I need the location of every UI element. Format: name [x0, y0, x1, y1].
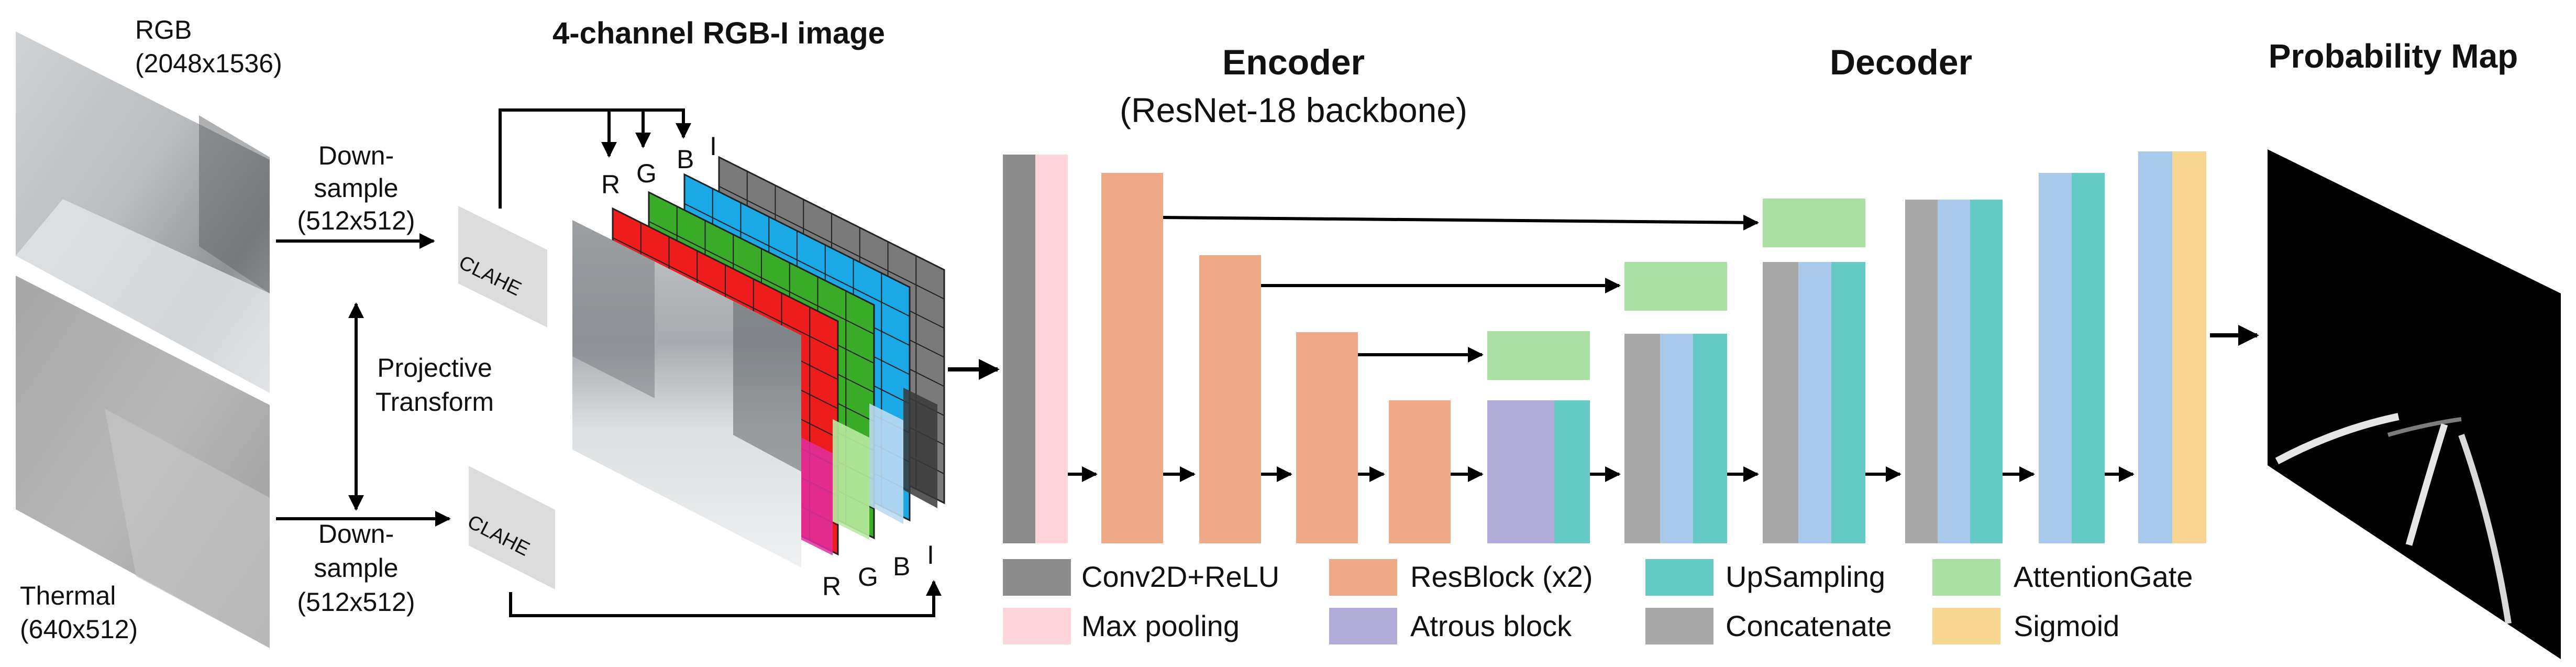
block-enc-res2: [1199, 255, 1261, 543]
encoder-title: Encoder: [1222, 42, 1365, 82]
block-dec4-blue: [2039, 173, 2072, 543]
legend-swatch-sigmoid: [1932, 608, 2000, 644]
block-enc-conv: [1003, 155, 1035, 543]
decoder-title: Decoder: [1829, 42, 1973, 82]
block-enc-res1: [1101, 173, 1163, 543]
block-attn-gate-1: [1487, 331, 1590, 380]
block-atrous: [1487, 400, 1554, 543]
channel-i-tint: [903, 388, 937, 508]
input-connectors: [276, 108, 942, 617]
legend-swatch-upsampling: [1645, 559, 1713, 596]
rgb-resolution: (2048x1536): [135, 49, 282, 78]
channel-top-r: R: [601, 170, 621, 199]
legend-label-sigmoid: Sigmoid: [2014, 609, 2120, 642]
block-attn-gate-2: [1624, 262, 1727, 311]
rgb-label: RGB: [135, 15, 192, 45]
channel-top-b: B: [677, 145, 694, 174]
downsample-top-line1: Down-: [318, 141, 394, 170]
block-enc-maxpool: [1035, 155, 1068, 543]
downsample-top-line2: sample: [314, 173, 399, 203]
legend-swatch-atrous: [1329, 608, 1397, 644]
legend-label-maxpool: Max pooling: [1081, 609, 1240, 642]
block-head-sigmoid: [2172, 151, 2206, 543]
legend-label-concat: Concatenate: [1726, 609, 1892, 642]
block-atrous-up: [1554, 400, 1590, 543]
output-title: Probability Map: [2268, 37, 2518, 75]
block-dec4-up: [2072, 173, 2105, 543]
projective-line1: Projective: [377, 353, 492, 382]
legend-swatch-conv: [1003, 559, 1071, 596]
network-blocks: [1003, 151, 2206, 543]
block-enc-res4: [1389, 400, 1451, 543]
block-dec1-blue: [1660, 334, 1693, 543]
rgbi-title: 4-channel RGB-I image: [552, 16, 885, 50]
legend-label-resblock: ResBlock (x2): [1410, 560, 1593, 593]
legend-label-atrous: Atrous block: [1410, 609, 1572, 642]
legend-swatch-resblock: [1329, 559, 1397, 596]
clahe-box-top: [458, 206, 547, 327]
legend-label-attention: AttentionGate: [2014, 560, 2193, 593]
rgb-input-image: [16, 31, 270, 393]
channel-bottom-g: G: [858, 562, 878, 592]
legend-label-conv: Conv2D+ReLU: [1081, 560, 1280, 593]
channel-bottom-i: I: [927, 540, 934, 570]
legend-swatch-attention: [1932, 559, 2000, 596]
block-attn-gate-3: [1763, 199, 1865, 247]
downsample-bottom-line3: (512x512): [297, 587, 415, 617]
block-enc-res3: [1296, 332, 1358, 543]
thermal-resolution: (640x512): [20, 615, 138, 644]
encoder-subtitle: (ResNet-18 backbone): [1120, 91, 1467, 129]
legend-label-upsampling: UpSampling: [1726, 560, 1886, 593]
legend-swatch-maxpool: [1003, 608, 1071, 644]
downsample-bottom-line2: sample: [314, 553, 399, 583]
downsample-top-line3: (512x512): [297, 206, 415, 235]
channel-g-tint: [833, 419, 869, 540]
block-dec2-up: [1831, 262, 1865, 543]
clahe-box-bottom: [469, 466, 555, 589]
legend-swatch-concat: [1645, 608, 1713, 644]
block-dec3-blue: [1938, 200, 1970, 543]
thermal-label: Thermal: [20, 581, 116, 610]
projective-line2: Transform: [375, 387, 494, 417]
probability-map-image: [2268, 149, 2561, 659]
channel-top-g: G: [636, 159, 657, 188]
connector-10: [1163, 214, 1759, 231]
channel-b-tint: [869, 403, 903, 524]
block-dec1-concat: [1624, 334, 1660, 543]
block-dec1-up: [1693, 334, 1727, 543]
block-head-blue: [2138, 151, 2172, 543]
block-dec3-concat: [1905, 200, 1938, 543]
block-dec2-blue: [1798, 262, 1831, 543]
channel-r-tint: [796, 435, 833, 555]
block-dec3-up: [1970, 200, 2003, 543]
channel-bottom-b: B: [893, 552, 911, 581]
rgbi-road-photo: [572, 220, 801, 567]
network-connectors: [1068, 214, 2135, 482]
downsample-bottom-line1: Down-: [318, 519, 394, 549]
channel-bottom-r: R: [822, 572, 842, 601]
channel-top-i: I: [710, 132, 717, 161]
block-dec2-concat: [1763, 262, 1798, 543]
thermal-input-image: [16, 276, 270, 648]
